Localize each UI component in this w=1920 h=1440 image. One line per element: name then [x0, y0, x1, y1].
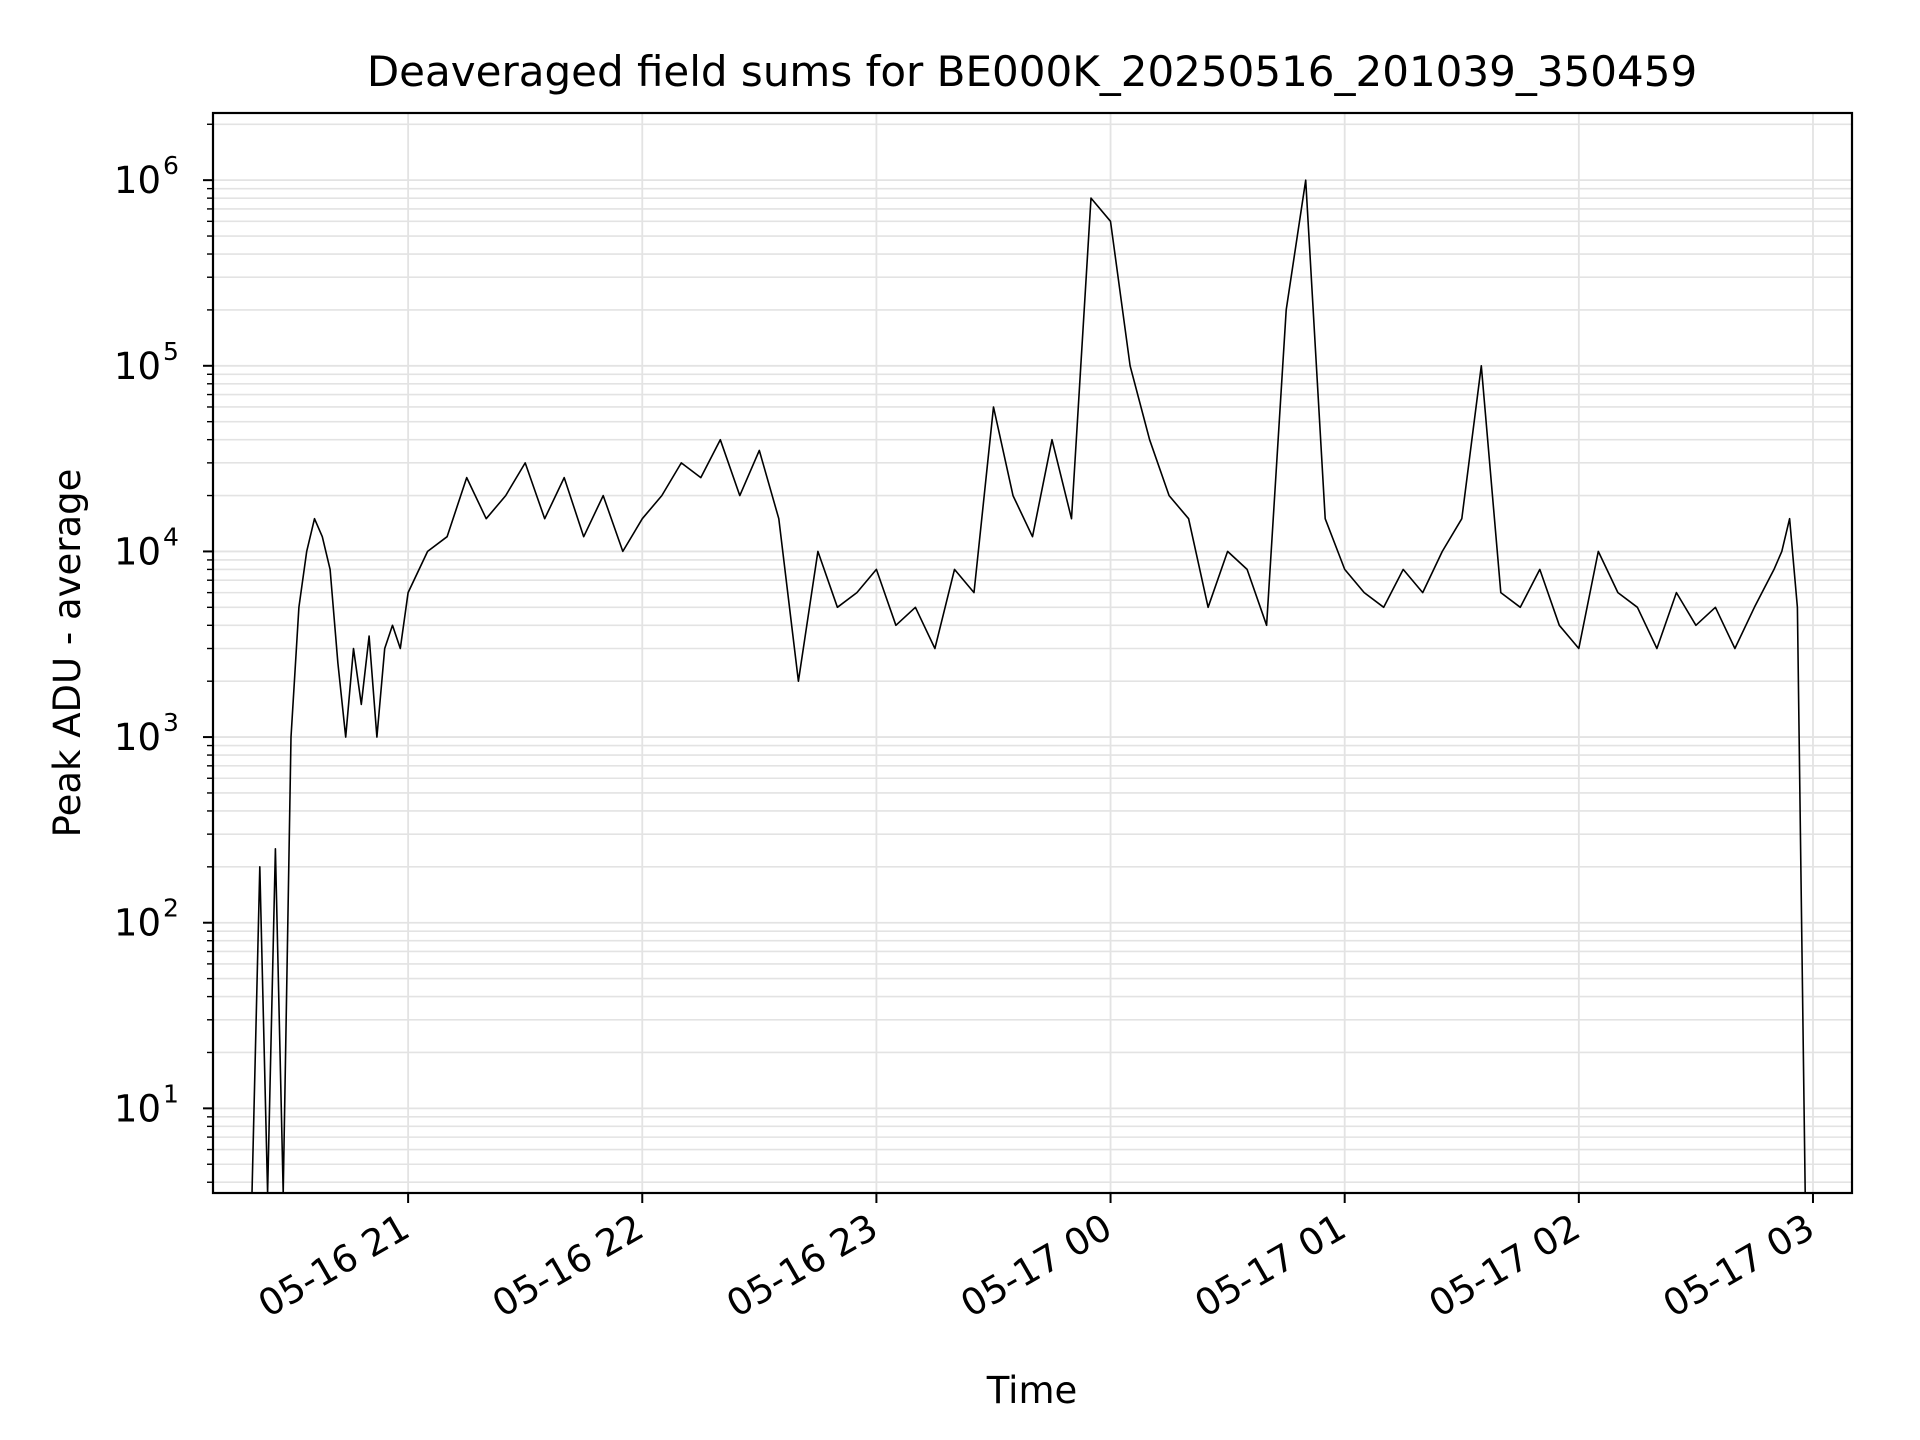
y-tick-exponent: 1	[163, 1079, 179, 1108]
y-tick-exponent: 5	[163, 337, 179, 366]
y-tick-exponent: 3	[163, 708, 179, 737]
y-tick-label: 106	[114, 151, 179, 202]
x-axis-label: Time	[986, 1369, 1078, 1412]
y-tick-exponent: 4	[163, 522, 179, 551]
y-tick-exponent: 2	[163, 894, 179, 923]
series-layer	[251, 179, 1806, 1194]
grid	[213, 113, 1852, 1193]
y-tick-label: 105	[114, 337, 179, 388]
series-line	[251, 179, 1806, 1194]
y-tick-exponent: 6	[163, 151, 179, 180]
y-axis-label: Peak ADU - average	[46, 469, 89, 838]
plot-frame	[211, 111, 1854, 1195]
chart-title: Deaveraged field sums for BE000K_2025051…	[367, 47, 1697, 96]
